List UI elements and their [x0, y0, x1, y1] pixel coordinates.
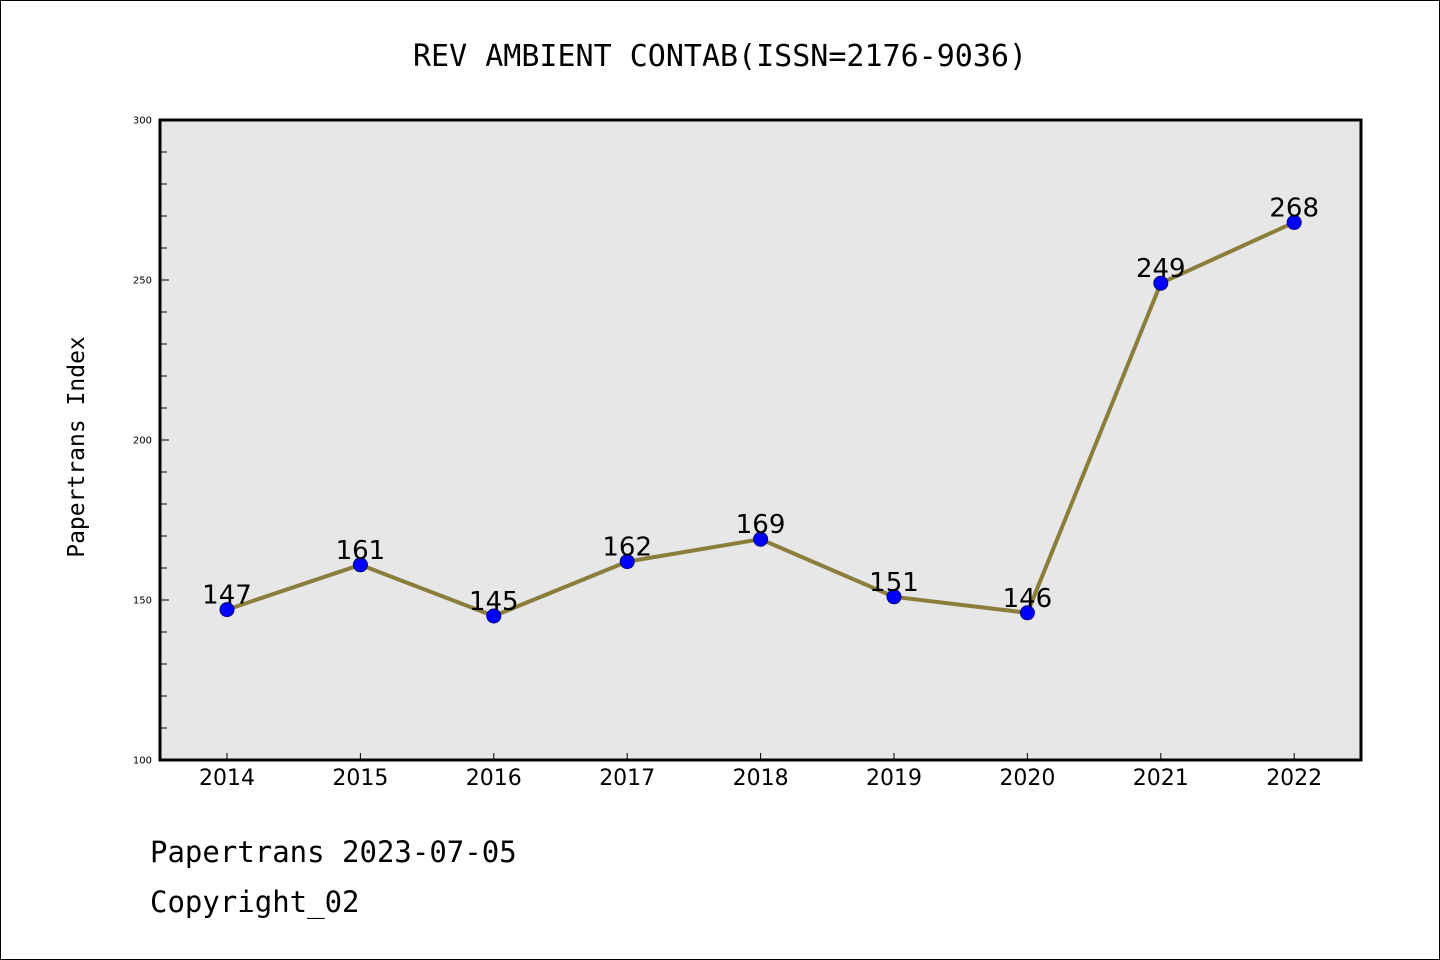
- data-label: 145: [469, 587, 519, 617]
- x-tick-label: 2014: [199, 766, 255, 791]
- data-point: [886, 589, 902, 605]
- y-tick-label: 150: [133, 596, 152, 607]
- data-point: [753, 531, 769, 547]
- footer-date: Papertrans 2023-07-05: [150, 835, 517, 869]
- plot-area: [158, 118, 1363, 762]
- data-point: [1153, 275, 1169, 291]
- y-tick-label: 200: [133, 436, 152, 447]
- y-tick-label: 250: [133, 276, 152, 287]
- y-tick-label: 300: [133, 116, 152, 127]
- data-point: [1019, 605, 1035, 621]
- footer-copyright: Copyright_02: [150, 885, 360, 919]
- data-point: [486, 608, 502, 624]
- y-axis-label: Papertrans Index: [64, 336, 90, 558]
- x-tick-label: 2018: [733, 766, 789, 791]
- x-tick-label: 2019: [866, 766, 922, 791]
- data-label: 161: [336, 536, 386, 566]
- data-label: 147: [202, 581, 252, 611]
- x-tick-label: 2015: [332, 766, 388, 791]
- x-tick-label: 2017: [599, 766, 655, 791]
- x-tick-label: 2021: [1133, 766, 1189, 791]
- x-tick-label: 2016: [466, 766, 522, 791]
- data-label: 151: [869, 568, 919, 598]
- series-layer: 147 161 145 162 169 151 146 249 268: [202, 193, 1319, 624]
- y-axis: 100 150 200 250 300: [133, 116, 169, 767]
- data-point: [352, 557, 368, 573]
- x-tick-label: 2022: [1266, 766, 1322, 791]
- y-tick-label: 100: [133, 756, 152, 767]
- data-point: [1286, 214, 1302, 230]
- data-label: 146: [1003, 584, 1053, 614]
- data-point: [619, 554, 635, 570]
- x-axis: 2014 2015 2016 2017 2018 2019 2020 2021 2022: [199, 753, 1322, 791]
- x-tick-label: 2020: [999, 766, 1055, 791]
- data-label: 249: [1136, 254, 1186, 284]
- data-label: 268: [1269, 193, 1319, 223]
- data-point: [219, 602, 235, 618]
- chart-title: REV AMBIENT CONTAB(ISSN=2176-9036): [413, 39, 1027, 74]
- data-label: 162: [602, 533, 652, 563]
- data-label: 169: [736, 510, 786, 540]
